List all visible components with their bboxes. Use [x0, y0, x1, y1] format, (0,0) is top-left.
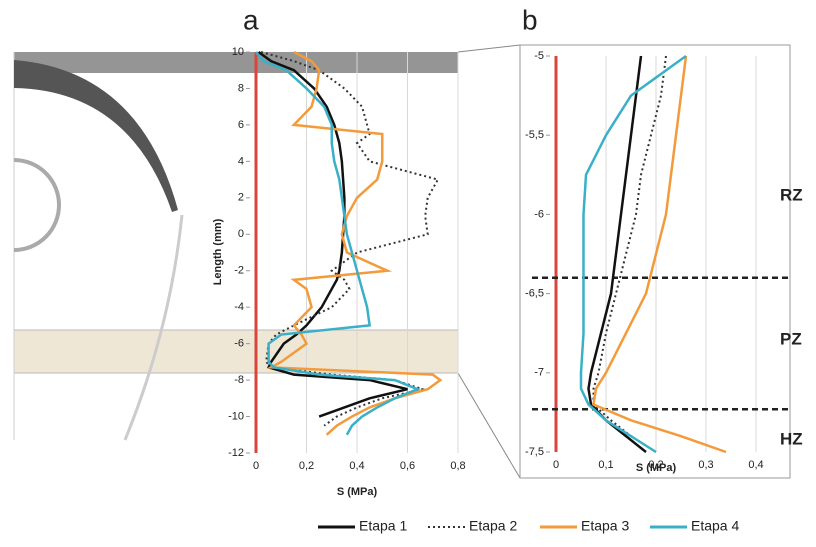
- y-tick-label: 0: [238, 228, 244, 240]
- legend-label: Etapa 1: [359, 518, 407, 534]
- legend-label: Etapa 3: [581, 518, 629, 534]
- x-tick-label: 0,6: [400, 460, 415, 472]
- x-tick-label: 0,4: [748, 459, 763, 471]
- y-tick-label: -4: [234, 301, 244, 313]
- y-tick-label: -2: [234, 265, 244, 277]
- zoom-line: [457, 44, 521, 53]
- series-line: [257, 50, 408, 418]
- x-tick-label: 0,1: [598, 459, 613, 471]
- x-tick-label: 0,2: [299, 460, 314, 472]
- y-tick-label: -8: [234, 374, 244, 386]
- zone-label: HZ: [780, 429, 803, 448]
- y-tick-label: -7: [534, 367, 544, 379]
- panel-b-frame: [519, 44, 791, 479]
- band-top: [14, 52, 458, 73]
- arc-small: [13, 158, 61, 252]
- y-axis-label: Length (mm): [212, 218, 224, 285]
- zoom-line: [457, 372, 521, 479]
- x-tick-label: 0,8: [450, 460, 465, 472]
- x-tick-label: 0,3: [698, 459, 713, 471]
- legend: Etapa 1 Etapa 2 Etapa 3 Etapa 4: [318, 518, 739, 534]
- band-mid: [13, 329, 459, 374]
- x-tick-label: 0,2: [648, 459, 663, 471]
- specimen-diagram: [13, 44, 791, 479]
- y-tick-label: -6,5: [525, 288, 544, 300]
- zone-label: RZ: [780, 185, 803, 204]
- panel-label: a: [243, 4, 259, 35]
- panel-label: b: [522, 4, 538, 35]
- y-tick-label: 10: [232, 46, 244, 58]
- zone-label: PZ: [780, 329, 802, 348]
- edge: [123, 214, 184, 441]
- x-tick-label: 0: [553, 459, 559, 471]
- arc: [14, 60, 178, 212]
- y-tick-label: -5: [534, 50, 544, 62]
- series-line: [255, 51, 421, 436]
- legend-label: Etapa 4: [691, 518, 739, 534]
- x-tick-label: 0: [253, 460, 259, 472]
- y-tick-label: -6: [534, 208, 544, 220]
- series-line: [592, 55, 667, 453]
- y-tick-label: -6: [234, 338, 244, 350]
- y-tick-label: 2: [238, 192, 244, 204]
- y-tick-label: 4: [238, 155, 244, 167]
- x-axis-label: S (MPa): [636, 462, 677, 474]
- series-line: [592, 55, 727, 454]
- y-tick-label: 8: [238, 82, 244, 94]
- y-tick-label: -5,5: [525, 129, 544, 141]
- x-tick-label: 0,4: [349, 460, 364, 472]
- x-axis-label: S (MPa): [337, 486, 378, 498]
- series-line: [579, 54, 687, 454]
- y-tick-label: -12: [228, 447, 244, 459]
- y-tick-label: 6: [238, 119, 244, 131]
- y-tick-label: -10: [228, 410, 244, 422]
- y-tick-label: -7,5: [525, 446, 544, 458]
- series-line: [266, 50, 443, 436]
- legend-label: Etapa 2: [469, 518, 517, 534]
